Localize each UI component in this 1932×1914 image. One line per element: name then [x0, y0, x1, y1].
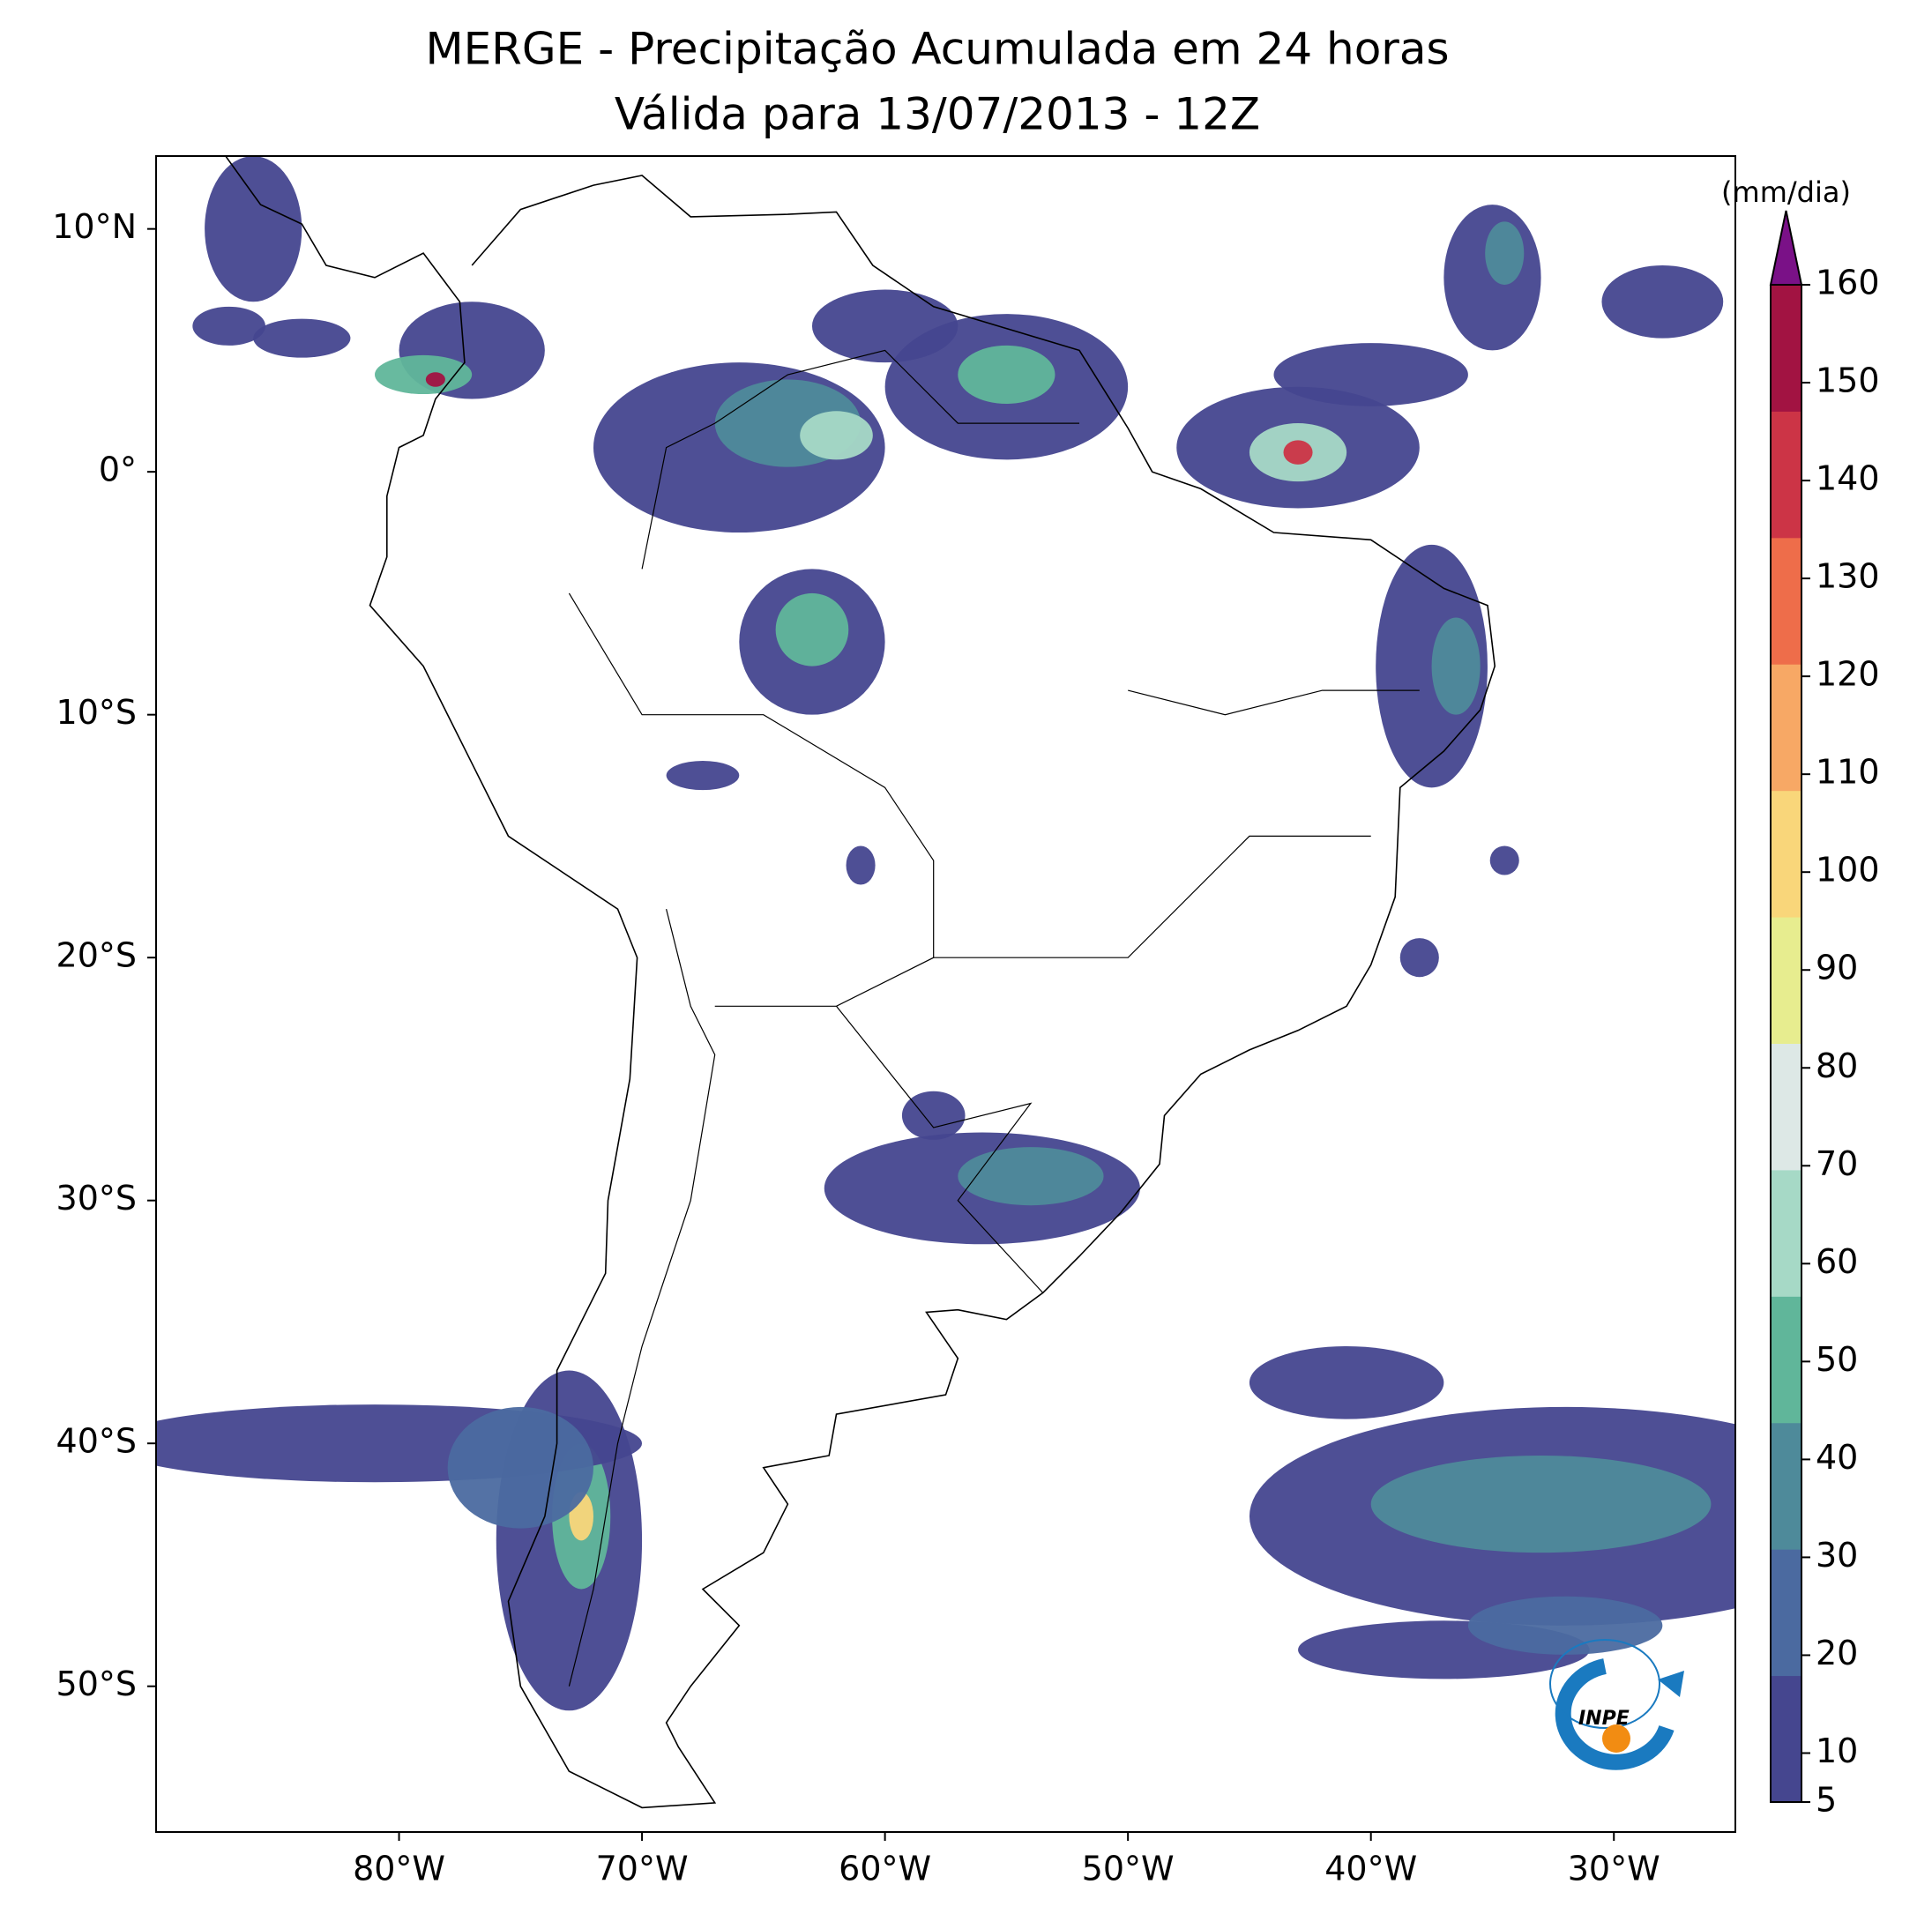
colorbar-tick-label: 70 [1816, 1144, 1858, 1183]
logo-orbit [1549, 1639, 1660, 1729]
precip-area [958, 1147, 1104, 1206]
precip-area [846, 845, 876, 885]
y-tick-label: 10°N [52, 207, 137, 246]
logo: INPE [1549, 1639, 1684, 1770]
colorbar-segment [1771, 411, 1801, 539]
y-tick-label: 30°S [56, 1179, 137, 1218]
precip-area [425, 372, 445, 387]
x-tick-label: 70°W [596, 1850, 689, 1888]
colorbar-extend [1769, 210, 1803, 286]
precip-area [205, 156, 302, 302]
border [1128, 689, 1420, 716]
chart-subtitle: Válida para 13/07/2013 - 12Z [615, 89, 1260, 140]
precip-area [1399, 938, 1439, 978]
map-area [156, 156, 1735, 1809]
y-tick-label: 10°S [56, 693, 137, 732]
precip-area [800, 411, 873, 460]
precip-area [958, 345, 1056, 405]
colorbar-segment [1771, 664, 1801, 792]
x-tick-label: 30°W [1568, 1850, 1660, 1888]
colorbar-segment [1771, 285, 1801, 412]
precip-area [775, 592, 849, 667]
precip-area [1283, 440, 1313, 465]
border [641, 349, 1079, 570]
y-tick-label: 0° [99, 451, 137, 489]
y-tick-label: 40°S [56, 1422, 137, 1461]
logo-arrow [1658, 1671, 1684, 1697]
precip-area [253, 318, 351, 358]
colorbar-frame [1770, 284, 1802, 1803]
colorbar-segment [1771, 1296, 1801, 1424]
precip-area [666, 761, 740, 791]
border [933, 835, 1371, 958]
precip-area [1376, 544, 1488, 788]
chart-title: MERGE - Precipitação Acumulada em 24 hor… [425, 24, 1449, 75]
precip-area [1249, 1345, 1444, 1419]
precip-area [192, 306, 265, 346]
precip-area [447, 1406, 593, 1529]
y-tick-label: 20°S [56, 936, 137, 975]
colorbar-tick-label: 160 [1816, 264, 1880, 302]
precip-area [1431, 617, 1481, 715]
logo-dot [1602, 1724, 1630, 1753]
map-frame [155, 155, 1736, 1833]
colorbar-tick-label: 80 [1816, 1046, 1858, 1085]
precip-area [1370, 1455, 1712, 1553]
colorbar-tick-label: 30 [1816, 1536, 1858, 1575]
colorbar-tick-label: 130 [1816, 557, 1880, 596]
colorbar-segment [1771, 790, 1801, 918]
x-tick-label: 80°W [353, 1850, 445, 1888]
colorbar-tick-label: 140 [1816, 459, 1880, 498]
colorbar-label: (mm/dia) [1721, 175, 1851, 209]
colorbar-tick-label: 50 [1816, 1340, 1858, 1379]
border [568, 908, 716, 1687]
x-tick-label: 50°W [1082, 1850, 1175, 1888]
colorbar-tick-label: 100 [1816, 851, 1880, 890]
colorbar-tick-label: 40 [1816, 1438, 1858, 1477]
colorbar-tick-label: 150 [1816, 361, 1880, 400]
precip-area [1273, 343, 1468, 406]
precip-area [1601, 264, 1724, 339]
x-tick-label: 60°W [839, 1850, 931, 1888]
colorbar-tick-label: 20 [1816, 1634, 1858, 1672]
colorbar-segment [1771, 917, 1801, 1044]
colorbar-segment [1771, 1422, 1801, 1550]
colorbar-segment [1771, 1549, 1801, 1677]
colorbar-tick-label: 5 [1816, 1781, 1837, 1820]
colorbar-tick-label: 90 [1816, 949, 1858, 987]
colorbar-tick-label: 10 [1816, 1732, 1858, 1770]
colorbar-segment [1771, 1169, 1801, 1297]
colorbar-tick-label: 60 [1816, 1242, 1858, 1281]
precip-area [1485, 221, 1525, 286]
precip-area [1489, 845, 1519, 875]
border [568, 592, 935, 1007]
colorbar-segment [1771, 1675, 1801, 1803]
coastline [224, 156, 1496, 1809]
y-tick-label: 50°S [56, 1665, 137, 1703]
border [836, 1005, 1044, 1293]
precip-area [901, 1091, 966, 1140]
precip-area [811, 289, 959, 363]
colorbar-segment [1771, 537, 1801, 665]
x-tick-label: 40°W [1324, 1850, 1417, 1888]
logo-arc [1555, 1658, 1675, 1770]
precip-area [374, 354, 473, 394]
colorbar-tick-label: 110 [1816, 753, 1880, 792]
colorbar-tick-label: 120 [1816, 655, 1880, 694]
colorbar-segment [1771, 1043, 1801, 1171]
logo-text: INPE [1578, 1708, 1630, 1730]
